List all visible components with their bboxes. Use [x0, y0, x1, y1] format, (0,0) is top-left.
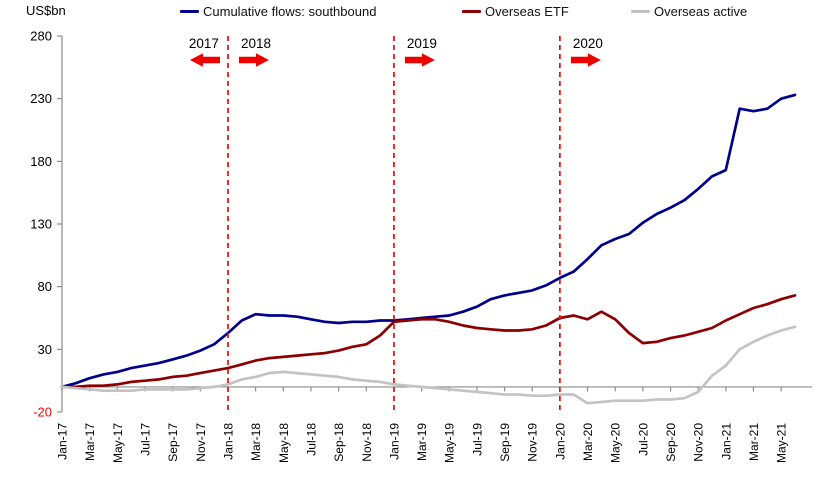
year-label: 2020 [573, 36, 603, 51]
y-tick-label: 130 [30, 217, 52, 232]
x-tick-label: Jul-17 [139, 423, 153, 456]
line-marker-icon [631, 10, 650, 13]
x-tick-label: Jan-17 [56, 423, 70, 460]
x-tick-label: May-21 [775, 423, 789, 463]
legend-label: Cumulative flows: southbound [203, 4, 377, 19]
x-tick-label: Jul-20 [636, 423, 650, 456]
chart-legend: Cumulative flows: southbound Overseas ET… [0, 4, 826, 22]
right-arrow-icon [238, 53, 269, 67]
legend-label: Overseas ETF [485, 4, 569, 19]
x-tick-label: Jan-19 [387, 423, 401, 460]
y-tick-label: 230 [30, 91, 52, 106]
x-tick-label: May-17 [111, 423, 125, 463]
x-tick-label: Jul-19 [470, 423, 484, 456]
x-tick-label: Mar-20 [581, 423, 595, 461]
year-label: 2017 [189, 36, 219, 51]
right-arrow-icon [404, 53, 435, 67]
x-tick-label: Sep-20 [664, 423, 678, 462]
line-marker-icon [462, 10, 481, 13]
legend-item-southbound: Cumulative flows: southbound [180, 4, 376, 19]
x-tick-label: Mar-21 [747, 423, 761, 461]
x-tick-label: May-19 [443, 423, 457, 463]
series-line-overseas-etf [60, 294, 797, 389]
x-tick-label: Mar-18 [249, 423, 263, 461]
y-tick-label: 180 [30, 154, 52, 169]
legend-label: Overseas active [654, 4, 748, 19]
x-tick-label: Mar-19 [415, 423, 429, 461]
x-tick-label: May-18 [277, 423, 291, 463]
year-label: 2019 [407, 36, 437, 51]
x-tick-label: Sep-17 [166, 423, 180, 462]
x-tick-label: Jan-20 [553, 423, 567, 460]
x-tick-label: Sep-19 [498, 423, 512, 462]
x-tick-label: Jul-18 [304, 423, 318, 456]
x-tick-label: Nov-18 [360, 423, 374, 462]
x-tick-label: Jan-18 [222, 423, 236, 460]
y-tick-label: 80 [38, 279, 52, 294]
right-arrow-icon [570, 53, 601, 67]
y-tick-label: 30 [38, 342, 52, 357]
y-axis-units-label: US$bn [26, 3, 66, 18]
x-tick-label: Nov-17 [194, 423, 208, 462]
x-tick-label: Sep-18 [332, 423, 346, 462]
x-tick-label: Jan-21 [719, 423, 733, 460]
x-tick-label: Nov-19 [526, 423, 540, 462]
year-label: 2018 [241, 36, 271, 51]
left-arrow-icon [189, 53, 220, 67]
x-tick-label: Mar-17 [83, 423, 97, 461]
legend-item-overseas-etf: Overseas ETF [462, 4, 569, 19]
series-line-overseas-active [60, 325, 797, 405]
line-marker-icon [180, 10, 199, 13]
y-tick-label: -20 [33, 405, 52, 420]
x-tick-label: Nov-20 [692, 423, 706, 462]
legend-item-overseas-active: Overseas active [631, 4, 747, 19]
series-line-southbound [60, 93, 797, 389]
x-tick-label: May-20 [609, 423, 623, 463]
y-tick-label: 280 [30, 29, 52, 44]
